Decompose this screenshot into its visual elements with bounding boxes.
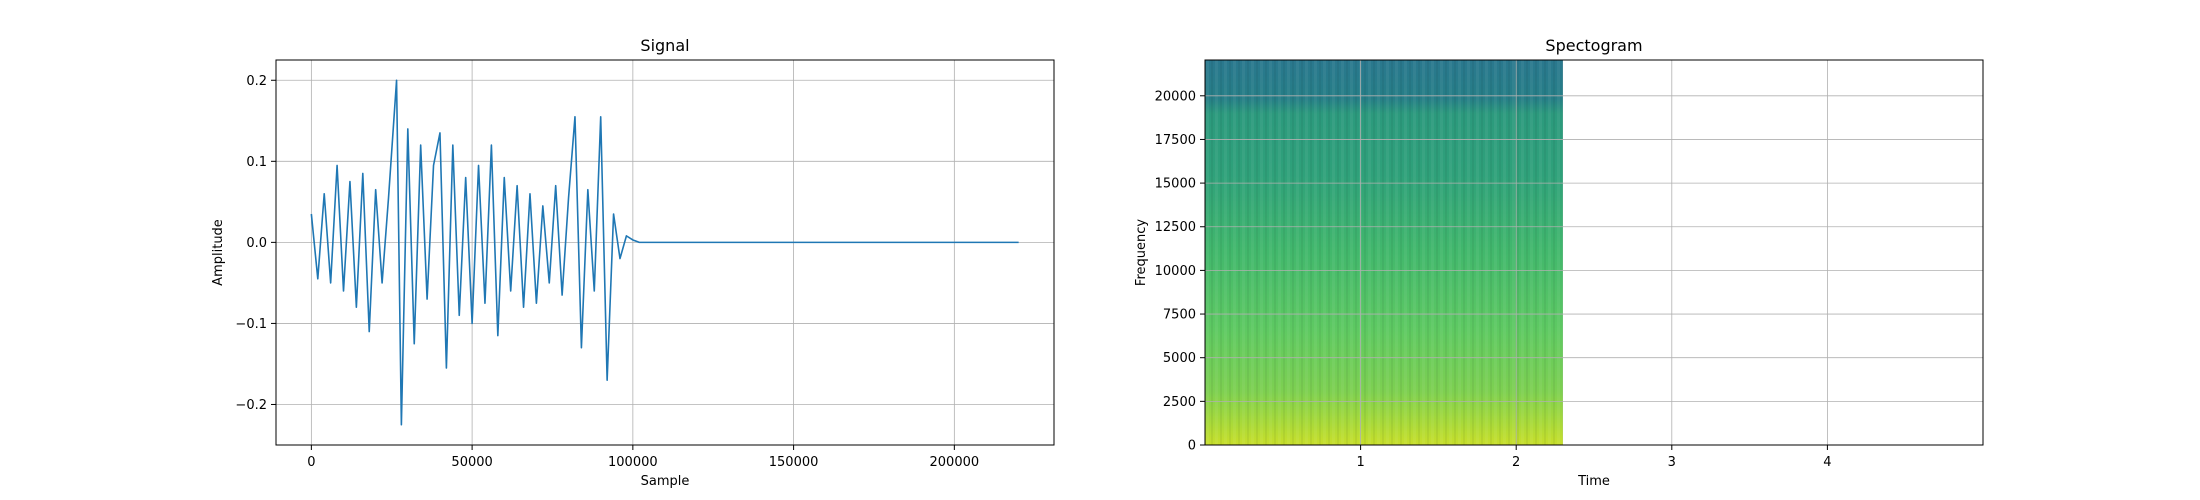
- spectrogram-chart: 1 2 3 4 0 2500 5000 7500 10000 12500 15000 17500 20…: [1134, 36, 1984, 489]
- spectrogram-x-tick-label: 3: [1668, 455, 1676, 470]
- signal-xlabel: Sample: [641, 474, 690, 489]
- signal-y-ticks: −0.2 −0.1 0.0 0.1 0.2: [235, 74, 276, 413]
- signal-x-ticks: 0 50000 100000 150000 200000: [307, 445, 979, 470]
- signal-y-tick-label: 0.1: [246, 155, 267, 170]
- signal-y-tick-label: −0.1: [235, 317, 267, 332]
- spectrogram-y-tick-label: 7500: [1163, 308, 1196, 323]
- spectrogram-y-tick-label: 10000: [1155, 264, 1196, 279]
- spectrogram-image-texture: [1205, 60, 1563, 445]
- signal-x-tick-label: 100000: [608, 455, 658, 470]
- spectrogram-y-ticks: 0 2500 5000 7500 10000 12500 15000 17500 20000: [1155, 89, 1205, 454]
- spectrogram-xlabel: Time: [1577, 474, 1610, 489]
- spectrogram-axes-frame: [1204, 59, 1984, 446]
- spectrogram-x-tick-label: 2: [1512, 455, 1520, 470]
- signal-series-line: [310, 79, 1019, 426]
- spectrogram-title: Spectogram: [1545, 36, 1642, 55]
- spectrogram-y-tick-label: 12500: [1155, 220, 1196, 235]
- signal-x-tick-label: 50000: [451, 455, 492, 470]
- signal-y-tick-label: −0.2: [235, 398, 267, 413]
- signal-x-tick-label: 0: [307, 455, 315, 470]
- signal-plot-area: [276, 60, 1054, 445]
- signal-line-layer: [310, 79, 1019, 426]
- signal-title: Signal: [640, 36, 689, 55]
- signal-grid: [276, 60, 1054, 445]
- signal-y-tick-label: 0.0: [246, 236, 267, 251]
- signal-chart: 0 50000 100000 150000 200000 −0.2 −0.1 0.0 0.1 0…: [211, 36, 1055, 489]
- spectrogram-x-ticks: 1 2 3 4: [1356, 445, 1832, 470]
- spectrogram-y-tick-label: 5000: [1163, 351, 1196, 366]
- spectrogram-y-tick-label: 0: [1188, 439, 1196, 454]
- signal-ylabel: Amplitude: [211, 219, 226, 286]
- spectrogram-y-tick-label: 17500: [1155, 133, 1196, 148]
- spectrogram-ylabel: Frequency: [1134, 219, 1149, 286]
- spectrogram-x-tick-label: 4: [1823, 455, 1831, 470]
- signal-y-tick-label: 0.2: [246, 74, 267, 89]
- spectrogram-grid: [1205, 60, 1983, 446]
- signal-x-tick-label: 150000: [769, 455, 819, 470]
- spectrogram-y-tick-label: 15000: [1155, 177, 1196, 192]
- spectrogram-x-tick-label: 1: [1356, 455, 1364, 470]
- spectrogram-y-tick-label: 2500: [1163, 395, 1196, 410]
- signal-x-tick-label: 200000: [930, 455, 980, 470]
- signal-axes-frame: [275, 59, 1055, 446]
- spectrogram-y-tick-label: 20000: [1155, 89, 1196, 104]
